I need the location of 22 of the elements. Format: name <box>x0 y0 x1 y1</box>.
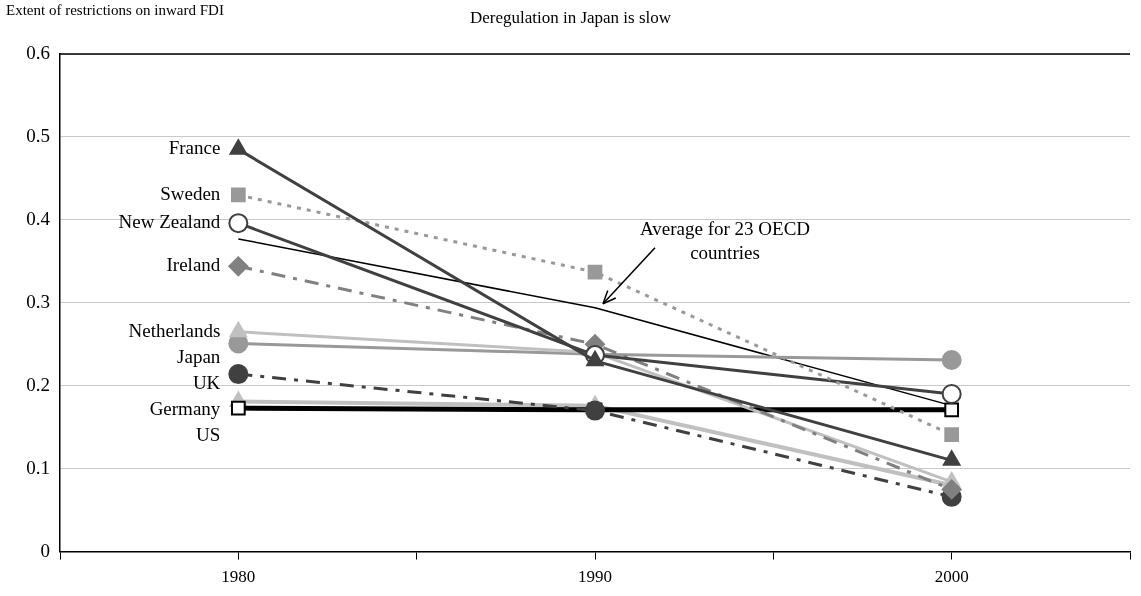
chart-title: Deregulation in Japan is slow <box>469 8 672 27</box>
series-label: Netherlands <box>128 319 221 341</box>
series-label: Sweden <box>160 182 221 204</box>
series-label: Ireland <box>166 254 221 276</box>
series-label: Japan <box>177 345 221 367</box>
y-tick-label: 0.6 <box>26 41 50 63</box>
x-tick-label: 2000 <box>934 567 969 587</box>
y-axis-title: Extent of restrictions on inward FDI <box>6 2 224 19</box>
series-label: US <box>196 423 221 445</box>
series-label: UK <box>192 371 221 393</box>
annotation: Average for 23 OECD countries <box>639 217 811 263</box>
series-label: France <box>168 137 221 159</box>
y-tick-label: 0.2 <box>26 373 50 395</box>
x-tick-label: 1990 <box>578 567 612 587</box>
series-label: Germany <box>149 397 221 419</box>
y-tick-label: 0.3 <box>26 290 50 312</box>
series-label: New Zealand <box>118 211 221 233</box>
y-tick-label: 0.5 <box>26 124 50 146</box>
y-tick-label: 0.1 <box>26 456 50 478</box>
y-tick-label: 0.4 <box>26 207 51 229</box>
y-tick-label: 0 <box>40 539 50 561</box>
x-tick-label: 1980 <box>221 567 256 587</box>
